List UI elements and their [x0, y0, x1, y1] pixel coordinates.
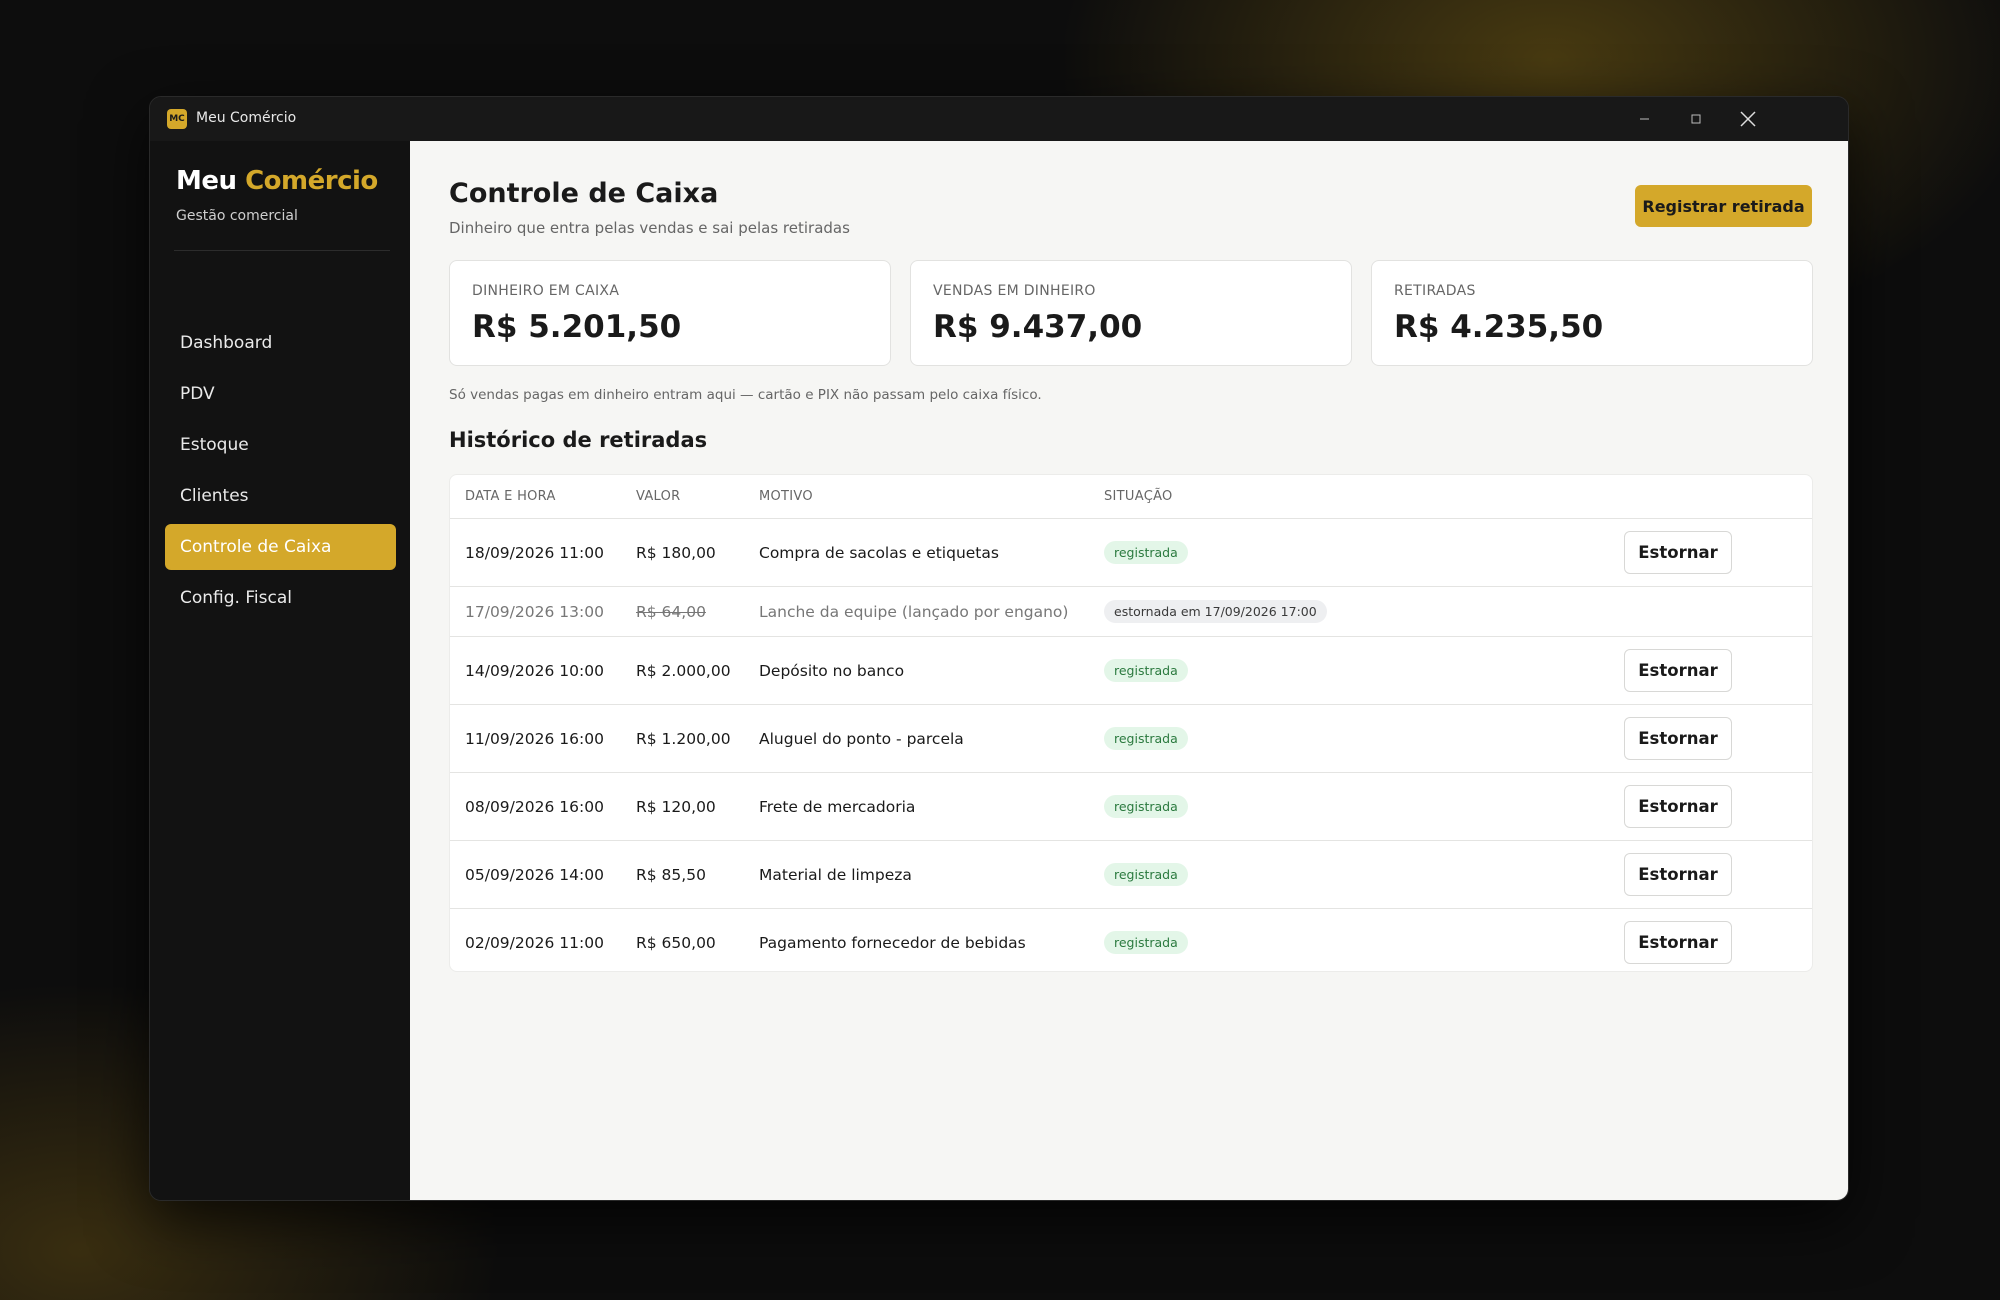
window-controls-2 [1640, 111, 1756, 127]
maximize-button[interactable] [1691, 114, 1701, 124]
status-cell: registrada [1104, 637, 1188, 704]
status-badge: estornada em 17/09/2026 17:00 [1104, 600, 1327, 623]
reason-cell: Depósito no banco [759, 661, 905, 680]
brand-subtitle: Gestão comercial [176, 208, 298, 224]
reverse-button[interactable]: Estornar [1624, 531, 1732, 574]
date-cell: 18/09/2026 11:00 [465, 543, 604, 562]
status-badge: registrada [1104, 659, 1188, 682]
table-row: 11/09/2026 16:00 R$ 1.200,00 Aluguel do po… [450, 704, 1812, 772]
close-button[interactable] [1740, 111, 1756, 127]
status-cell: registrada [1104, 705, 1188, 772]
value-cell: R$ 1.200,00 [636, 729, 731, 748]
reason-cell: Compra de sacolas e etiquetas [759, 543, 999, 562]
status-badge: registrada [1104, 863, 1188, 886]
table-row: 14/09/2026 10:00 R$ 2.000,00 Depósito no b… [450, 636, 1812, 704]
reverse-button[interactable]: Estornar [1624, 717, 1732, 760]
status-cell: registrada [1104, 841, 1188, 908]
column-header: SITUAÇÃO [1104, 489, 1173, 504]
date-cell: 02/09/2026 11:00 [465, 933, 604, 952]
table-row: 08/09/2026 16:00 R$ 120,00 Frete de mercad… [450, 772, 1812, 840]
reverse-button[interactable]: Estornar [1624, 649, 1732, 692]
reason-cell: Lanche da equipe (lançado por engano) [759, 602, 1069, 621]
window-title: Meu Comércio [196, 110, 297, 126]
brand: Meu Comércio [176, 166, 378, 196]
date-cell: 11/09/2026 16:00 [465, 729, 604, 748]
nav-item[interactable]: Controle de Caixa [165, 524, 396, 570]
table-row: 02/09/2026 11:00 R$ 650,00 Pagamento forne… [450, 908, 1812, 971]
nav-item[interactable]: Estoque [180, 435, 249, 455]
main-content: Controle de Caixa Dinheiro que entra pel… [410, 141, 1848, 1200]
status-badge: registrada [1104, 727, 1188, 750]
value-cell: R$ 120,00 [636, 797, 716, 816]
date-cell: 05/09/2026 14:00 [465, 865, 604, 884]
date-cell: 14/09/2026 10:00 [465, 661, 604, 680]
status-cell: estornada em 17/09/2026 17:00 [1104, 587, 1327, 636]
value-cell: R$ 85,50 [636, 865, 706, 884]
history-table: DATA E HORA VALOR MOTIVO SITUAÇÃO 18/09/2026… [449, 474, 1813, 972]
card-value: R$ 9.437,00 [933, 309, 1143, 345]
reason-cell: Frete de mercadoria [759, 797, 916, 816]
reason-cell: Pagamento fornecedor de bebidas [759, 933, 1026, 952]
status-cell: registrada [1104, 519, 1188, 586]
title-bar: MC Meu Comércio [150, 97, 1848, 141]
card-value: R$ 4.235,50 [1394, 309, 1604, 345]
nav-item[interactable]: Clientes [180, 486, 249, 506]
status-badge: registrada [1104, 795, 1188, 818]
brand-second: Comércio [245, 166, 378, 196]
date-cell: 17/09/2026 13:00 [465, 602, 604, 621]
reverse-button[interactable]: Estornar [1624, 921, 1732, 964]
value-cell: R$ 2.000,00 [636, 661, 731, 680]
table-row: 05/09/2026 14:00 R$ 85,50 Material de limp… [450, 840, 1812, 908]
value-cell: R$ 64,00 [636, 602, 706, 621]
sidebar: Meu Comércio Gestão comercial Dashboard P… [150, 141, 410, 1200]
page-subtitle: Dinheiro que entra pelas vendas e sai pe… [449, 219, 850, 237]
card-label: DINHEIRO EM CAIXA [472, 283, 620, 299]
app-window: MC Meu Comércio Meu Comércio Gestão come… [149, 96, 1849, 1201]
summary-card: DINHEIRO EM CAIXA R$ 5.201,50 [449, 260, 891, 366]
history-title: Histórico de retiradas [449, 428, 708, 452]
nav-item[interactable]: Config. Fiscal [180, 588, 292, 608]
column-header: DATA E HORA [465, 489, 556, 504]
reverse-button[interactable]: Estornar [1624, 785, 1732, 828]
brand-first: Meu [176, 166, 237, 196]
value-cell: R$ 180,00 [636, 543, 716, 562]
status-badge: registrada [1104, 541, 1188, 564]
card-value: R$ 5.201,50 [472, 309, 682, 345]
app-icon: MC [167, 109, 187, 129]
note: Só vendas pagas em dinheiro entram aqui … [449, 387, 1042, 403]
reason-cell: Material de limpeza [759, 865, 912, 884]
table-row: 18/09/2026 11:00 R$ 180,00 Compra de sacol… [450, 518, 1812, 586]
date-cell: 08/09/2026 16:00 [465, 797, 604, 816]
register-button[interactable]: Registrar retirada [1635, 185, 1812, 227]
summary-card: RETIRADAS R$ 4.235,50 [1371, 260, 1813, 366]
status-cell: registrada [1104, 909, 1188, 971]
divider [174, 250, 390, 251]
nav-item[interactable]: Dashboard [180, 333, 273, 353]
status-badge: registrada [1104, 931, 1188, 954]
value-cell: R$ 650,00 [636, 933, 716, 952]
column-header: MOTIVO [759, 489, 813, 504]
reason-cell: Aluguel do ponto - parcela [759, 729, 964, 748]
column-header: VALOR [636, 489, 681, 504]
table-row: 17/09/2026 13:00 R$ 64,00 Lanche da equipe… [450, 586, 1812, 636]
status-cell: registrada [1104, 773, 1188, 840]
summary-card: VENDAS EM DINHEIRO R$ 9.437,00 [910, 260, 1352, 366]
nav-item[interactable]: PDV [180, 384, 215, 404]
card-label: VENDAS EM DINHEIRO [933, 283, 1096, 299]
card-label: RETIRADAS [1394, 283, 1476, 299]
reverse-button[interactable]: Estornar [1624, 853, 1732, 896]
page-title: Controle de Caixa [449, 178, 719, 209]
